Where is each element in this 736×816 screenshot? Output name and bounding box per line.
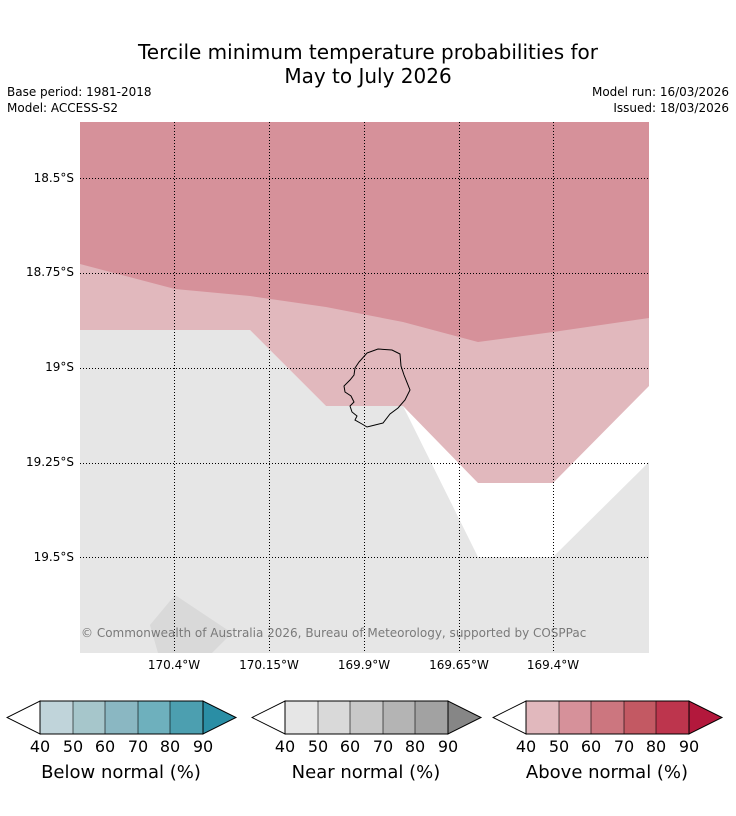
- lon-label-169-9w: 169.9°W: [337, 658, 391, 672]
- above-swatch-70: [624, 701, 656, 734]
- lon-label-169-65w: 169.65°W: [429, 658, 489, 672]
- near-swatch-70: [383, 701, 415, 734]
- map-regions: [80, 122, 649, 653]
- model-run-date: Model run: 16/03/2026: [591, 85, 729, 99]
- below-under-arrow: [6, 700, 41, 735]
- lon-label-170-15w: 170.15°W: [239, 658, 299, 672]
- near-swatch-50: [318, 701, 350, 734]
- near-tick-60: 60: [339, 737, 361, 756]
- below-tick-60: 60: [94, 737, 116, 756]
- copyright-notice: © Commonwealth of Australia 2026, Bureau…: [81, 626, 587, 640]
- below-normal-colorbar: [6, 700, 238, 735]
- above-swatch-80: [656, 701, 689, 734]
- above-normal-title: Above normal (%): [525, 762, 689, 783]
- near-swatch-80: [415, 701, 448, 734]
- lon-label-170-4w: 170.4°W: [147, 658, 201, 672]
- above-swatch-40: [526, 701, 559, 734]
- above-swatch-50: [559, 701, 591, 734]
- near-normal-title: Near normal (%): [291, 762, 441, 783]
- lat-label-18-5s: 18.5°S: [33, 171, 74, 185]
- lon-label-169-4w: 169.4°W: [526, 658, 580, 672]
- below-tick-90: 90: [192, 737, 214, 756]
- below-tick-40: 40: [29, 737, 51, 756]
- niue-island-outline: [343, 348, 411, 428]
- base-period: Base period: 1981-2018: [7, 85, 152, 99]
- below-tick-80: 80: [159, 737, 181, 756]
- below-tick-70: 70: [127, 737, 149, 756]
- below-over-arrow: [202, 700, 238, 735]
- chart-title-line-1: Tercile minimum temperature probabilitie…: [137, 40, 599, 64]
- below-tick-50: 50: [62, 737, 84, 756]
- map-gridlines: [80, 122, 649, 653]
- near-tick-70: 70: [372, 737, 394, 756]
- near-normal-colorbar: [251, 700, 483, 735]
- near-tick-40: 40: [274, 737, 296, 756]
- issued-date: Issued: 18/03/2026: [613, 101, 729, 115]
- lat-label-19-5s: 19.5°S: [33, 550, 74, 564]
- below-swatch-40: [40, 701, 73, 734]
- model-name: Model: ACCESS-S2: [7, 101, 119, 115]
- above-tick-60: 60: [580, 737, 602, 756]
- near-tick-50: 50: [307, 737, 329, 756]
- chart-title-line-2: May to July 2026: [284, 64, 452, 88]
- above-over-arrow: [688, 700, 724, 735]
- lat-label-19-25s: 19.25°S: [26, 455, 74, 469]
- near-under-arrow: [251, 700, 286, 735]
- below-normal-title: Below normal (%): [41, 762, 201, 783]
- lat-label-18-75s: 18.75°S: [26, 265, 74, 279]
- near-tick-90: 90: [437, 737, 459, 756]
- above-normal-50-region: [80, 122, 649, 342]
- near-normal-50-patch: [150, 595, 232, 653]
- above-normal-colorbar: [492, 700, 724, 735]
- below-swatch-70: [138, 701, 170, 734]
- near-swatch-40: [285, 701, 318, 734]
- below-swatch-50: [73, 701, 105, 734]
- above-tick-40: 40: [515, 737, 537, 756]
- near-over-arrow: [447, 700, 483, 735]
- above-swatch-60: [591, 701, 624, 734]
- near-swatch-60: [350, 701, 383, 734]
- below-swatch-80: [170, 701, 203, 734]
- above-tick-90: 90: [678, 737, 700, 756]
- above-tick-70: 70: [613, 737, 635, 756]
- below-swatch-60: [105, 701, 138, 734]
- above-tick-50: 50: [548, 737, 570, 756]
- lat-label-19s: 19°S: [45, 360, 74, 374]
- above-tick-80: 80: [645, 737, 667, 756]
- above-under-arrow: [492, 700, 527, 735]
- near-tick-80: 80: [404, 737, 426, 756]
